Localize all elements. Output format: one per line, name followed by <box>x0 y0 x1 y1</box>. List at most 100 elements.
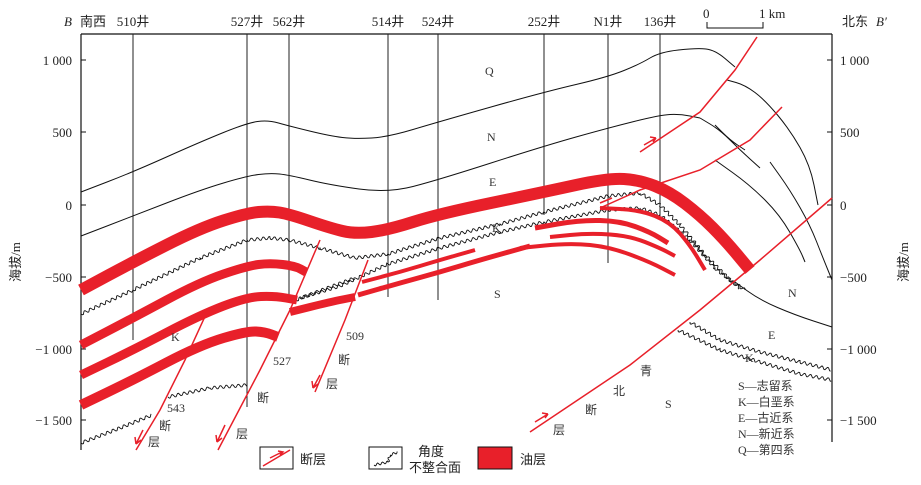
qingbei-fault-char1: 青 <box>640 364 652 378</box>
oil-layer <box>78 172 755 296</box>
legend-unconformity-icon <box>373 451 398 467</box>
fault-arrow-icon <box>643 136 657 146</box>
stratal-boundary <box>699 117 761 169</box>
angular-unconformity <box>80 413 152 445</box>
oil-layer <box>599 206 707 272</box>
oil-layer <box>289 293 356 316</box>
oil-layer <box>549 231 676 258</box>
right-tick-label: 500 <box>840 125 860 140</box>
stratum-label-n-east: N <box>788 286 797 300</box>
left-tick-label: −500 <box>45 270 72 285</box>
fault-line <box>639 36 758 153</box>
fault-527-char1: 断 <box>257 390 269 405</box>
stratal-boundary <box>769 161 833 281</box>
left-tick-label: 0 <box>66 198 73 213</box>
oil-layer <box>519 242 676 277</box>
fault-509-char2: 层 <box>326 377 338 391</box>
legend-unconformity-label-1: 角度 <box>418 444 444 459</box>
right-tick-label: 0 <box>840 198 847 213</box>
fault-line <box>314 259 369 393</box>
stratum-label-k-east: K <box>745 351 754 365</box>
legend-fault-label: 断层 <box>300 452 326 467</box>
fault-line <box>529 197 833 433</box>
well-label: 136井 <box>644 14 677 29</box>
legend-oil-box <box>477 446 513 470</box>
angular-unconformity <box>639 192 746 291</box>
angular-unconformity <box>80 191 641 316</box>
section-start-direction: 南西 <box>80 14 106 29</box>
stratal-boundary <box>714 159 806 263</box>
fault-543-number: 543 <box>167 401 185 415</box>
section-end-letter: B′ <box>876 14 887 29</box>
stratum-label-k-west: K <box>171 330 180 344</box>
stratal-boundary <box>734 281 833 328</box>
legend-fault-box <box>259 446 294 470</box>
angular-unconformity <box>299 206 740 300</box>
fault-line <box>599 106 783 209</box>
well-label: 562井 <box>273 14 306 29</box>
scale-one-km: 1 km <box>759 6 785 21</box>
angular-unconformity <box>689 321 831 372</box>
left-tick-label: −1 500 <box>35 413 72 428</box>
left-tick-label: 500 <box>53 125 73 140</box>
legend-unconformity-box <box>368 446 403 470</box>
right-tick-label: 1 000 <box>840 53 869 68</box>
right-tick-label: −1 000 <box>840 342 877 357</box>
well-label: 524井 <box>422 14 455 29</box>
section-end-direction: 北东 <box>842 14 868 29</box>
well-label: 514井 <box>372 14 405 29</box>
stratal-boundary <box>80 48 736 193</box>
fault-arrow-icon <box>311 374 321 389</box>
stratum-label-s-east: S <box>665 397 672 411</box>
oil-layer <box>78 326 280 410</box>
stratum-label-n: N <box>487 130 496 144</box>
stratum-label-e: E <box>489 175 496 189</box>
stratum-label-k: K <box>492 221 501 235</box>
symbol-legend: 断层 角度 不整合面 油层 <box>259 444 546 475</box>
strat-legend-e: E—古近系 <box>738 410 793 425</box>
legend-oil-label: 油层 <box>520 452 546 467</box>
fault-509-number: 509 <box>346 329 364 343</box>
strat-legend-k: K—白垩系 <box>738 394 795 409</box>
fault-line <box>217 239 321 451</box>
legend-unconformity-label-2: 不整合面 <box>409 460 461 475</box>
qingbei-fault-char2: 北 <box>613 384 625 398</box>
stratum-label-e-east: E <box>768 328 775 342</box>
stratum-label-q: Q <box>485 64 494 78</box>
strat-legend-q: Q—第四系 <box>738 443 795 457</box>
section-start-letter: B <box>64 14 72 29</box>
stratal-boundary <box>726 79 819 206</box>
right-tick-label: −1 500 <box>840 413 877 428</box>
angular-unconformity <box>167 383 248 399</box>
left-axis-label: 海拔/m <box>8 242 23 282</box>
right-axis-label: 海拔/m <box>896 242 911 282</box>
left-tick-label: 1 000 <box>43 53 72 68</box>
angular-unconformity <box>295 277 356 302</box>
fault-527-number: 527 <box>273 354 291 368</box>
well-label: 252井 <box>528 14 561 29</box>
oil-layer <box>534 217 670 246</box>
stratal-boundary <box>80 113 701 237</box>
left-tick-label: −1 000 <box>35 342 72 357</box>
fault-arrow-icon <box>534 412 549 423</box>
fault-arrow-icon <box>599 197 613 204</box>
qingbei-fault-char4: 层 <box>553 423 565 437</box>
well-label: 510井 <box>117 14 150 29</box>
angular-unconformity <box>677 329 832 382</box>
stratal-boundary <box>714 124 746 151</box>
right-tick-label: −500 <box>840 270 867 285</box>
legend-fault-icon <box>262 449 291 467</box>
fault-543-char2: 层 <box>148 435 160 449</box>
fault-543-char1: 断 <box>159 418 171 433</box>
strat-legend-n: N—新近系 <box>738 426 795 441</box>
fault-arrow-icon <box>134 429 144 445</box>
stratigraphy-legend: S—志留系 K—白垩系 E—古近系 N—新近系 Q—第四系 <box>738 379 795 457</box>
strat-legend-s: S—志留系 <box>738 379 793 393</box>
scale-zero: 0 <box>703 6 710 21</box>
fault-line <box>135 311 208 451</box>
axis-ticks: 1 000 1 000 500 500 0 0 −500 −500 −1 000 −1 000 −1… <box>35 53 876 428</box>
oil-layer <box>79 291 298 380</box>
qingbei-fault-char3: 断 <box>585 402 597 417</box>
well-label: 527井 <box>231 14 264 29</box>
oil-layer <box>78 259 309 349</box>
